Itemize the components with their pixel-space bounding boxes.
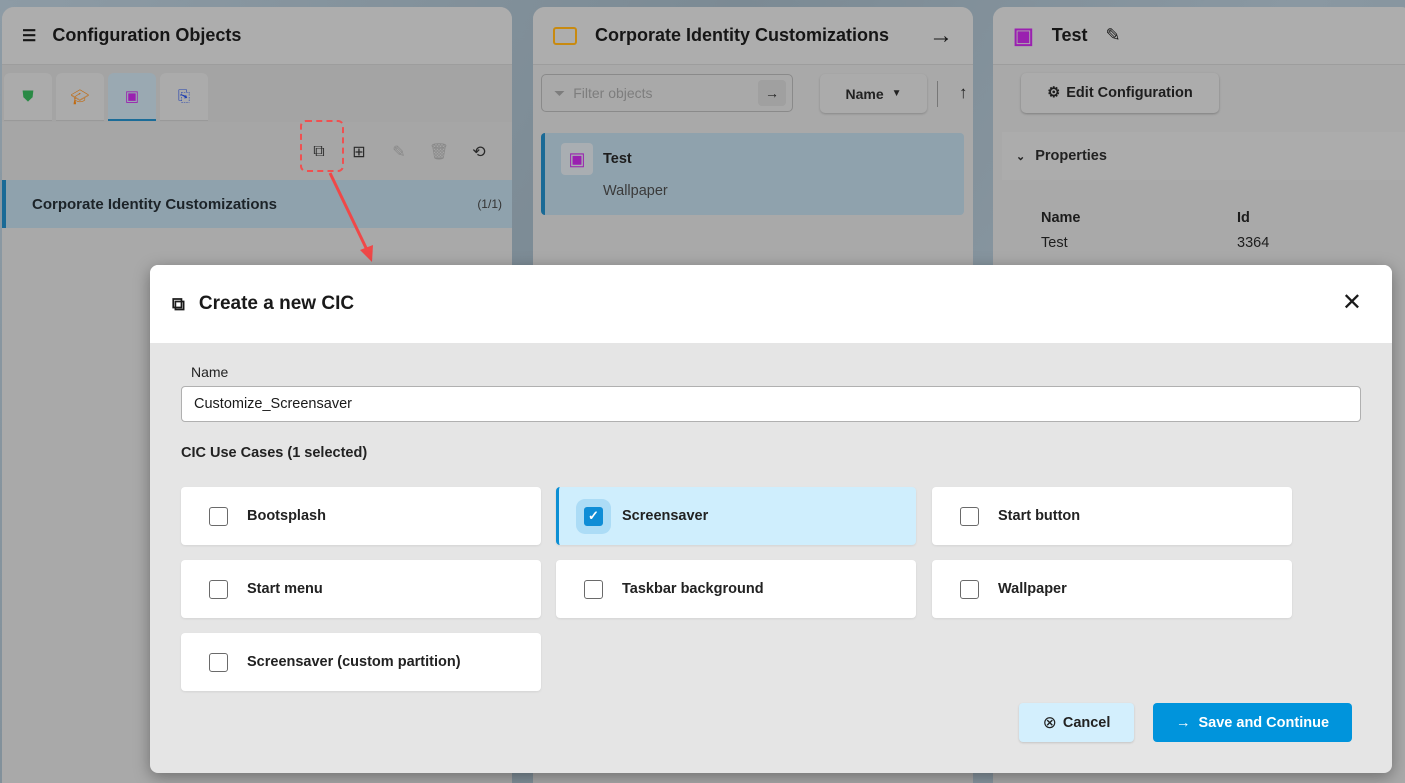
collapse-menu-icon[interactable]: ☰ bbox=[22, 27, 37, 45]
chevron-down-icon: ⌄ bbox=[1016, 150, 1026, 163]
sort-label: Name bbox=[845, 85, 884, 102]
panel-title: Configuration Objects bbox=[52, 25, 242, 45]
edit-configuration-label: Edit Configuration bbox=[1066, 85, 1193, 101]
use-case-bootsplash[interactable]: Bootsplash bbox=[181, 487, 541, 545]
save-and-continue-button[interactable]: → Save and Continue bbox=[1153, 703, 1352, 742]
add-cic-icon: ⧉ bbox=[172, 293, 185, 314]
arrow-right-icon: → bbox=[1175, 714, 1191, 731]
dialog-title: Create a new CIC bbox=[198, 293, 355, 314]
tab-cic[interactable]: ▣ bbox=[108, 73, 156, 121]
filter-input[interactable]: ⏷ Filter objects → bbox=[541, 74, 793, 112]
panel-title: Corporate Identity Customizations bbox=[595, 25, 890, 45]
use-case-label: Start button bbox=[998, 508, 1081, 524]
use-case-screensaver-custom-partition[interactable]: Screensaver (custom partition) bbox=[181, 633, 541, 691]
checkmark-icon: ✓ bbox=[588, 508, 599, 523]
add-cic-icon[interactable]: ⧉ bbox=[313, 143, 325, 160]
edit-icon[interactable]: ✎ bbox=[392, 144, 406, 161]
use-cases-label: CIC Use Cases (1 selected) bbox=[181, 445, 368, 461]
use-case-label: Screensaver bbox=[622, 508, 709, 524]
tab-graduation[interactable]: 🎓︎ bbox=[56, 73, 104, 121]
graduation-shield-icon: 🎓︎ bbox=[70, 88, 90, 106]
arrow-right-icon[interactable]: → bbox=[929, 21, 953, 49]
checkbox[interactable] bbox=[209, 579, 228, 599]
use-case-label: Start menu bbox=[247, 581, 323, 597]
panel-title: Test bbox=[1051, 25, 1088, 45]
use-case-label: Bootsplash bbox=[247, 508, 326, 524]
object-card[interactable]: ▣ Test Wallpaper bbox=[541, 133, 964, 215]
document-link-icon: ⎘ bbox=[177, 88, 190, 105]
panel-header: ▣ Test ✎ bbox=[993, 7, 1405, 65]
object-name: Test bbox=[603, 151, 632, 167]
gear-icon: ⚙ bbox=[1047, 85, 1061, 101]
sort-ascending-icon[interactable]: ↑ bbox=[959, 83, 968, 102]
caret-down-icon: ▼ bbox=[891, 88, 902, 99]
tree-item-label: Corporate Identity Customizations bbox=[32, 195, 278, 213]
cic-chip-icon: ▣ bbox=[124, 88, 140, 105]
highlight-annotation bbox=[300, 120, 344, 172]
cic-chip-icon: ▣ bbox=[561, 143, 593, 175]
panel-header: Corporate Identity Customizations → bbox=[533, 7, 973, 65]
use-case-start-menu[interactable]: Start menu bbox=[181, 560, 541, 618]
use-case-label: Wallpaper bbox=[998, 581, 1067, 597]
properties-section-header[interactable]: ⌄ Properties bbox=[1002, 132, 1405, 180]
name-label: Name bbox=[191, 364, 229, 380]
delete-icon[interactable]: 🗑︎ bbox=[428, 144, 450, 161]
add-folder-icon[interactable]: ⊞ bbox=[352, 144, 366, 161]
object-type: Wallpaper bbox=[603, 183, 668, 199]
save-label: Save and Continue bbox=[1198, 714, 1330, 731]
name-input[interactable] bbox=[181, 386, 1361, 422]
cancel-label: Cancel bbox=[1062, 714, 1111, 731]
toolbar: ⧉ ⊞ ✎ 🗑︎ ⟲ bbox=[2, 122, 512, 182]
divider bbox=[937, 81, 938, 107]
use-case-wallpaper[interactable]: Wallpaper bbox=[932, 560, 1292, 618]
tab-shield[interactable]: ⛊ bbox=[4, 73, 52, 121]
panel-header: ☰ Configuration Objects bbox=[2, 7, 512, 65]
checkbox[interactable] bbox=[209, 506, 228, 526]
use-case-screensaver[interactable]: ✓ Screensaver bbox=[556, 487, 916, 545]
cic-chip-icon: ▣ bbox=[1013, 22, 1034, 48]
property-header-id: Id bbox=[1237, 210, 1250, 226]
use-case-start-button[interactable]: Start button bbox=[932, 487, 1292, 545]
cancel-button[interactable]: ⊗ Cancel bbox=[1019, 703, 1134, 742]
use-case-taskbar-background[interactable]: Taskbar background bbox=[556, 560, 916, 618]
dialog-header: ⧉ Create a new CIC ✕ bbox=[150, 265, 1392, 343]
cancel-circle-icon: ⊗ bbox=[1042, 712, 1057, 732]
filter-placeholder: Filter objects bbox=[573, 85, 653, 101]
tree-item-count: (1/1) bbox=[477, 197, 502, 211]
create-cic-dialog: ⧉ Create a new CIC ✕ Name CIC Use Cases … bbox=[150, 265, 1392, 773]
property-value-id: 3364 bbox=[1237, 235, 1270, 251]
checkbox[interactable] bbox=[209, 652, 228, 672]
folder-icon bbox=[553, 26, 577, 45]
checkbox-checked[interactable]: ✓ bbox=[584, 506, 603, 526]
use-case-label: Screensaver (custom partition) bbox=[247, 654, 461, 670]
sort-dropdown[interactable]: Name ▼ bbox=[820, 74, 927, 113]
checkbox[interactable] bbox=[960, 506, 979, 526]
checkbox[interactable] bbox=[960, 579, 979, 599]
apply-filter-button[interactable]: → bbox=[758, 80, 786, 106]
shield-icon: ⛊ bbox=[22, 88, 34, 105]
rename-pencil-icon[interactable]: ✎ bbox=[1105, 25, 1121, 45]
tab-documents[interactable]: ⎘ bbox=[160, 73, 208, 121]
edit-configuration-button[interactable]: ⚙ Edit Configuration bbox=[1021, 73, 1219, 113]
properties-title: Properties bbox=[1035, 148, 1107, 164]
refresh-icon[interactable]: ⟲ bbox=[472, 144, 486, 161]
filter-icon: ⏷ bbox=[554, 84, 566, 101]
close-icon[interactable]: ✕ bbox=[1341, 289, 1362, 316]
checkbox[interactable] bbox=[584, 579, 603, 599]
use-case-label: Taskbar background bbox=[622, 581, 764, 597]
property-value-name: Test bbox=[1041, 235, 1068, 251]
property-header-name: Name bbox=[1041, 210, 1081, 226]
tree-item-cic[interactable]: Corporate Identity Customizations (1/1) bbox=[2, 180, 512, 228]
